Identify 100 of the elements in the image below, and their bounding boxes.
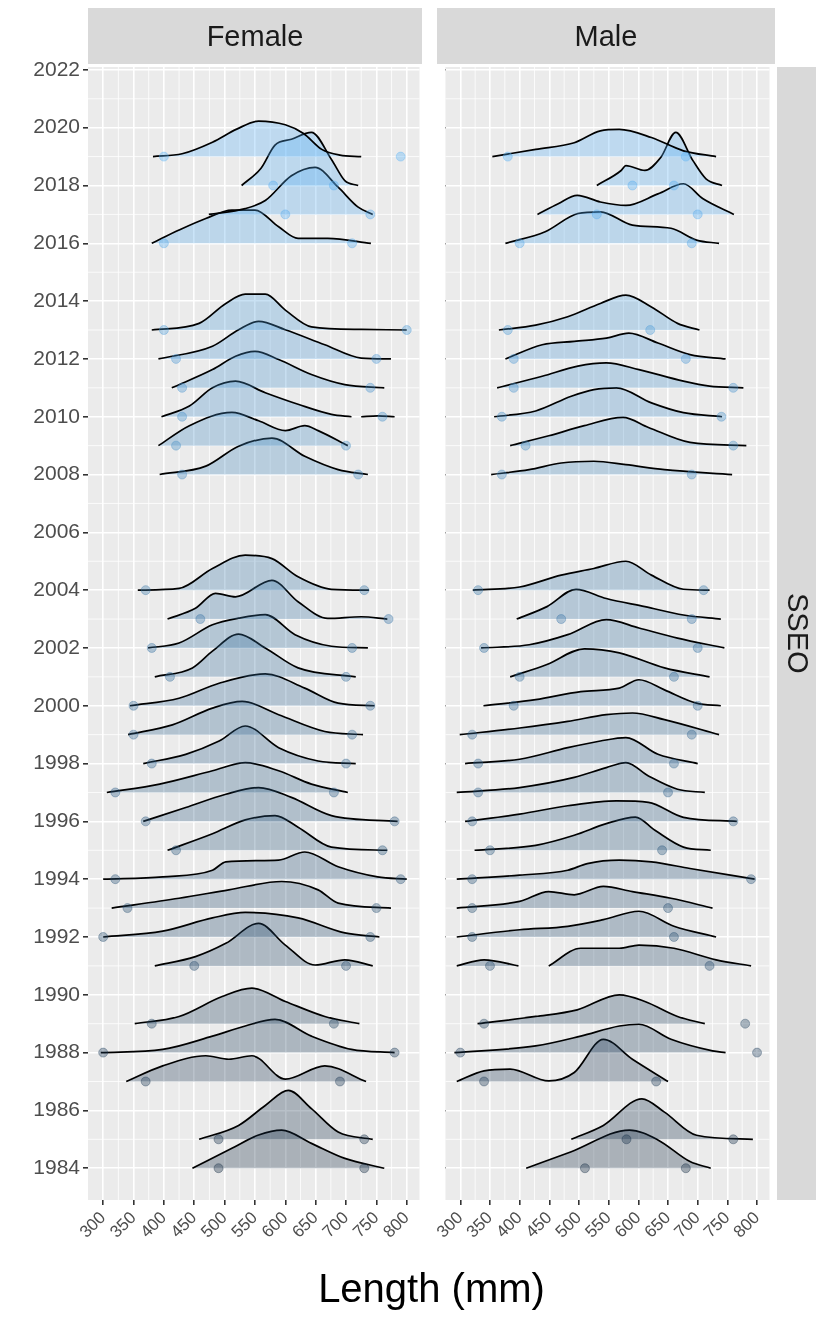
point [353,469,364,480]
point [347,642,358,653]
point [341,758,352,769]
point [371,903,382,914]
point [341,960,352,971]
point [341,671,352,682]
point [347,238,358,249]
y-tick-label: 2004 [33,576,81,600]
point [686,238,697,249]
point [473,787,484,798]
point [728,440,739,451]
point [484,960,495,971]
point [383,614,394,625]
x-axis-title: Length (mm) [317,1266,546,1311]
chart-title: Male [437,8,775,64]
point [171,353,182,364]
point [704,960,715,971]
point [514,238,525,249]
point [686,729,697,740]
point [680,151,691,162]
point [455,1047,466,1058]
point [627,180,638,191]
point [728,1134,739,1145]
point [752,1047,763,1058]
point [128,700,139,711]
point [484,845,495,856]
point [328,1018,339,1029]
point [467,931,478,942]
point [177,469,188,480]
y-tick-label: 2008 [33,461,80,485]
point [467,903,478,914]
y-tick-label: 1992 [33,923,80,947]
y-tick-label: 1996 [33,808,80,832]
point [110,874,121,885]
y-tick-label: 2016 [33,230,80,254]
point [716,411,727,422]
point [496,411,507,422]
point [591,209,602,220]
point [473,758,484,769]
y-tick-label: 2006 [33,519,80,543]
point [514,671,525,682]
point [389,1047,400,1058]
y-tick-label: 2010 [33,403,80,427]
point [177,411,188,422]
y-tick-label: 2014 [33,287,81,311]
point [479,1076,490,1087]
point [508,700,519,711]
point [668,180,679,191]
y-tick-label: 1990 [33,981,80,1005]
point [668,671,679,682]
point [359,585,370,596]
chart-title: Female [88,8,422,64]
point [692,700,703,711]
point [98,931,109,942]
point [502,151,513,162]
point [680,353,691,364]
point [213,1163,224,1174]
point [467,874,478,885]
point [663,903,674,914]
point [686,614,697,625]
point [467,729,478,740]
y-tick-label: 2018 [33,172,80,196]
point [508,382,519,393]
y-tick-label: 1994 [33,865,81,889]
point [140,1076,151,1087]
point [122,903,133,914]
y-tick-label: 1988 [33,1039,80,1063]
point [158,325,169,336]
point [692,642,703,653]
point [158,238,169,249]
point [365,382,376,393]
point [280,209,291,220]
point [140,585,151,596]
y-tick-label: 1998 [33,750,80,774]
point [508,353,519,364]
point [389,816,400,827]
point [365,700,376,711]
y-tick-label: 1984 [33,1155,81,1178]
point [496,469,507,480]
point [657,845,668,856]
y-tick-label: 2012 [33,345,80,369]
point [365,209,376,220]
point [686,469,697,480]
point [341,440,352,451]
point [467,816,478,827]
y-tick-label: 2020 [33,114,80,138]
point [621,1134,632,1145]
point [520,440,531,451]
point [579,1163,590,1174]
point [651,1076,662,1087]
point [473,585,484,596]
point [479,1018,490,1029]
point [401,325,412,336]
point [692,209,703,220]
point [328,180,339,191]
point [177,382,188,393]
y-tick-label: 2022 [33,56,80,80]
point [146,642,157,653]
point [334,1076,345,1087]
point [680,1163,691,1174]
